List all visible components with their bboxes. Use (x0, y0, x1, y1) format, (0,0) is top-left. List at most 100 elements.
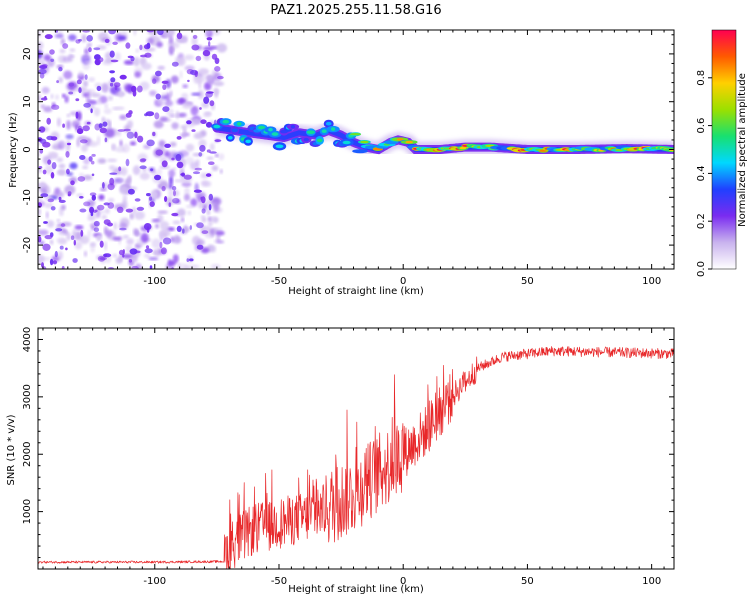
heatmap-noise-cell (193, 74, 203, 84)
heatmap-noise-spot (161, 160, 168, 168)
heatmap-noise-spot (162, 237, 172, 245)
heatmap-noise-cell (93, 107, 101, 117)
heatmap-noise-cell (151, 238, 162, 249)
heatmap-noise-spot (201, 196, 206, 204)
heatmap-ridge-core (231, 128, 239, 133)
heatmap-noise-cell (96, 135, 101, 146)
heatmap-noise-cell (96, 234, 102, 242)
heatmap-noise-spot (171, 186, 177, 191)
heatmap-noise-cell (81, 144, 88, 153)
heatmap-noise-spot (83, 102, 91, 108)
heatmap-noise-spot (176, 161, 184, 169)
heatmap-noise-spot (65, 247, 68, 251)
heatmap-noise-cell (65, 134, 74, 140)
heatmap-noise-cell (169, 90, 173, 97)
heatmap-noise-spot (97, 204, 105, 211)
heatmap-noise-cell (213, 87, 220, 96)
heatmap-noise-cell (209, 143, 215, 151)
heatmap-noise-spot (51, 162, 57, 170)
heatmap-noise-cell (133, 56, 140, 67)
heatmap-noise-cell (206, 156, 214, 160)
figure-title: PAZ1.2025.255.11.58.G16 (270, 3, 441, 18)
heatmap-ridge-core (268, 127, 273, 132)
heatmap-noise-cell (148, 257, 159, 261)
heatmap-noise-cell (183, 194, 191, 201)
snr-series-line (38, 346, 674, 569)
heatmap-noise-cell (146, 37, 154, 45)
heatmap-noise-cell (182, 127, 187, 138)
heatmap-noise-spot (193, 189, 202, 193)
heatmap-noise-spot (47, 198, 54, 203)
heatmap-noise-cell (78, 71, 84, 79)
heatmap-noise-spot (41, 262, 44, 268)
heatmap-noise-spot (76, 79, 82, 85)
heatmap-noise-cell (216, 240, 225, 244)
heatmap-noise-spot (139, 158, 146, 163)
heatmap-noise-cell (132, 165, 141, 176)
heatmap-noise-cell (200, 247, 210, 254)
heatmap-noise-spot (67, 193, 71, 197)
heatmap-noise-spot (91, 173, 95, 177)
heatmap-noise-spot (217, 75, 224, 80)
heatmap-noise-cell (113, 222, 118, 231)
heatmap-noise-cell (98, 194, 105, 201)
heatmap-noise-cell (43, 54, 51, 61)
heatmap-noise-spot (199, 107, 202, 110)
spectrogram-x-tick-label: 0 (400, 276, 406, 287)
heatmap-noise-spot (183, 174, 192, 180)
heatmap-noise-spot (189, 258, 194, 262)
heatmap-noise-spot (98, 57, 104, 63)
heatmap-noise-cell (49, 239, 54, 245)
heatmap-noise-cell (119, 139, 123, 147)
heatmap-noise-cell (151, 218, 160, 223)
heatmap-noise-spot (79, 208, 87, 213)
heatmap-noise-spot (160, 247, 167, 255)
heatmap-noise-spot (93, 209, 97, 213)
heatmap-ridge-core (222, 119, 230, 124)
heatmap-noise-spot (109, 172, 118, 175)
heatmap-noise-cell (58, 163, 66, 169)
heatmap-noise-spot (208, 204, 212, 211)
heatmap-noise-spot (189, 225, 192, 230)
heatmap-noise-spot (161, 185, 166, 192)
heatmap-noise-spot (41, 64, 48, 68)
heatmap-noise-spot (110, 77, 116, 83)
heatmap-noise-spot (58, 196, 62, 201)
heatmap-noise-cell (106, 158, 118, 163)
heatmap-noise-spot (91, 194, 97, 201)
heatmap-noise-spot (203, 96, 210, 104)
heatmap-noise-spot (125, 42, 131, 49)
heatmap-noise-cell (120, 167, 128, 176)
heatmap-noise-spot (214, 66, 221, 72)
heatmap-noise-cell (155, 223, 159, 229)
heatmap-noise-spot (44, 96, 47, 100)
heatmap-noise-cell (56, 219, 61, 223)
heatmap-noise-spot (38, 126, 46, 133)
heatmap-noise-spot (65, 151, 70, 158)
heatmap-noise-cell (96, 211, 101, 218)
heatmap-noise-cell (59, 48, 66, 54)
heatmap-noise-cell (216, 43, 228, 53)
heatmap-noise-cell (69, 48, 76, 52)
heatmap-noise-spot (109, 70, 115, 74)
heatmap-noise-spot (123, 128, 131, 132)
heatmap-noise-spot (38, 236, 42, 243)
heatmap-noise-cell (214, 227, 223, 232)
heatmap-noise-cell (84, 250, 87, 257)
heatmap-noise-spot (191, 44, 200, 51)
heatmap-noise-cell (88, 211, 98, 221)
heatmap-noise-cell (83, 174, 93, 181)
heatmap-noise-spot (145, 245, 150, 249)
heatmap-noise-cell (211, 245, 217, 253)
heatmap-noise-spot (176, 225, 182, 232)
heatmap-noise-cell (58, 169, 66, 175)
heatmap-noise-spot (131, 265, 139, 269)
heatmap-noise-cell (212, 198, 220, 204)
heatmap-noise-spot (66, 168, 70, 175)
heatmap-noise-cell (111, 144, 115, 151)
heatmap-noise-spot (77, 176, 86, 182)
heatmap-noise-spot (201, 230, 209, 235)
heatmap-noise-cell (63, 229, 68, 235)
heatmap-noise-cell (172, 236, 182, 244)
